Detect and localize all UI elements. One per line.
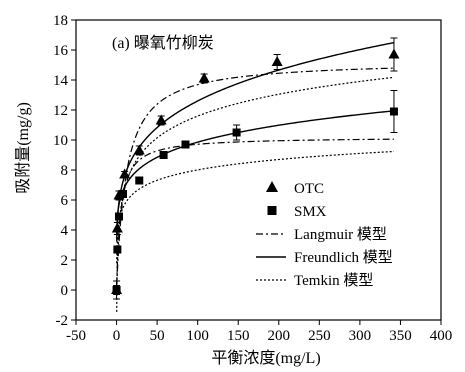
y-tick-label: 0 [61, 283, 69, 299]
x-axis-label: 平衡浓度(mg/L) [211, 349, 320, 367]
data-point-smx [112, 286, 121, 294]
data-point-otc [111, 222, 123, 233]
data-point-otc [155, 114, 167, 125]
y-tick-label: 14 [53, 73, 69, 89]
y-axis-label: 吸附量(mg/g) [14, 102, 32, 194]
y-tick-label: 6 [61, 193, 69, 209]
y-tick-label: -2 [56, 313, 69, 329]
data-point-smx [113, 245, 122, 254]
chart-title: (a) 曝氧竹柳炭 [112, 34, 214, 52]
data-point-otc [133, 144, 145, 155]
data-point-otc [388, 48, 400, 59]
legend-label: Temkin 模型 [294, 272, 373, 289]
data-point-smx [159, 151, 168, 159]
x-tick-label: 200 [268, 328, 291, 344]
y-tick-label: 10 [53, 133, 68, 149]
x-tick-label: 100 [186, 328, 209, 344]
legend-marker [266, 181, 278, 192]
data-point-smx [119, 190, 128, 198]
x-tick-label: 50 [150, 328, 165, 344]
x-axis: -50 0 50 100 150 200 250 300 350 400 [66, 320, 452, 344]
data-point-smx [232, 128, 241, 137]
x-tick-label: 0 [113, 328, 121, 344]
x-tick-label: -50 [66, 328, 86, 344]
legend-marker [267, 206, 277, 215]
fit-curves [116, 41, 395, 312]
y-tick-label: 4 [61, 223, 69, 239]
data-point-otc [119, 168, 131, 179]
x-tick-label: 300 [349, 328, 372, 344]
legend-label: Langmuir 模型 [294, 226, 387, 243]
fit-curve-langmuir [116, 138, 394, 285]
fit-curve-temkin [116, 150, 394, 264]
x-tick-label: 350 [389, 328, 412, 344]
fit-curve-freundlich [116, 41, 395, 242]
x-tick-label: 150 [227, 328, 250, 344]
y-tick-label: 12 [53, 103, 68, 119]
y-tick-label: 8 [61, 163, 69, 179]
legend: OTC SMX Langmuir 模型 Freundlich 模型 Temkin 模型 [256, 181, 393, 289]
legend-label: OTC [294, 181, 324, 197]
y-tick-label: 16 [53, 43, 69, 59]
y-tick-label: 2 [61, 253, 69, 269]
x-tick-label: 250 [308, 328, 331, 344]
legend-label: SMX [294, 204, 327, 220]
data-point-otc [198, 72, 210, 83]
data-point-otc [271, 56, 283, 66]
data-point-smx [135, 176, 144, 185]
data-points [111, 48, 400, 294]
y-tick-label: 18 [53, 13, 68, 29]
data-point-smx [389, 107, 398, 116]
legend-label: Freundlich 模型 [294, 249, 393, 266]
y-axis: -2 0 2 4 6 8 10 12 14 16 18 [53, 13, 76, 329]
data-point-smx [114, 212, 123, 221]
fit-curve-freundlich [116, 110, 395, 235]
data-point-smx [181, 140, 190, 149]
x-tick-label: 400 [430, 328, 453, 344]
